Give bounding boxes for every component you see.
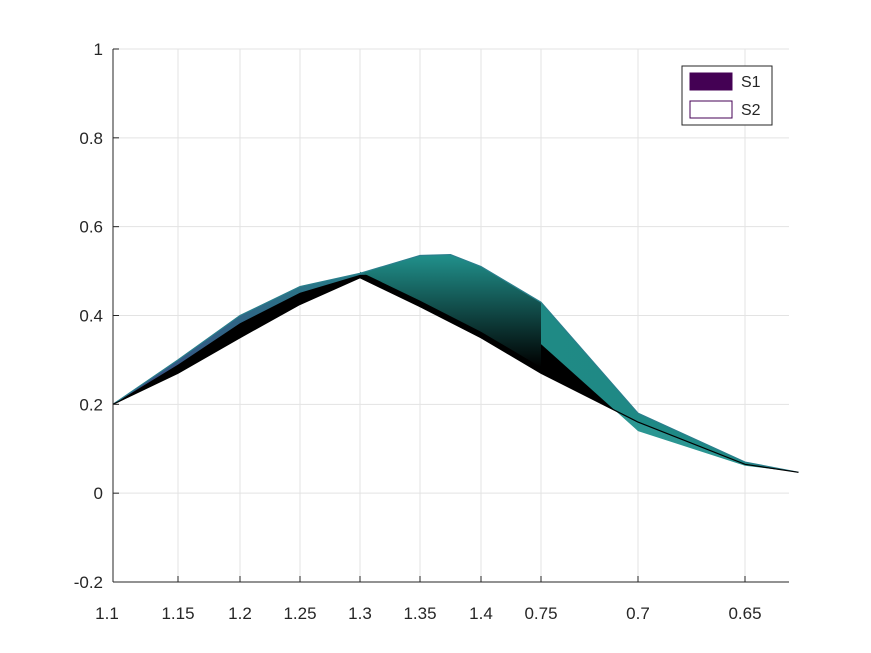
x-tick-label-7: 0.75 (524, 604, 557, 623)
y-tick-label-0: -0.2 (74, 573, 103, 592)
surface-dark-face (113, 254, 799, 473)
surface-hump-face (360, 254, 541, 368)
y-tick-label-5: 0.8 (79, 129, 103, 148)
x-tick-label-4: 1.3 (348, 604, 372, 623)
legend-label-s2: S2 (741, 102, 761, 119)
x-tick-label-1: 1.15 (161, 604, 194, 623)
x-tick-label-2: 1.2 (228, 604, 252, 623)
x-tick-label-6: 1.4 (469, 604, 493, 623)
x-tick-label-5: 1.35 (403, 604, 436, 623)
x-tick-label-0: 1.1 (95, 604, 119, 623)
plot-area: -0.2 0 0.2 0.4 0.6 0.8 1 1.1 1.15 1.2 1.25 1.3 1.35… (74, 40, 799, 623)
legend-label-s1: S1 (741, 74, 761, 91)
y-tick-label-6: 1 (94, 40, 103, 59)
y-tick-label-3: 0.4 (79, 307, 103, 326)
x-tick-label-8: 0.7 (626, 604, 650, 623)
surface-lit-face (113, 254, 799, 473)
y-tick-label-4: 0.6 (79, 218, 103, 237)
x-tick-label-3: 1.25 (283, 604, 316, 623)
y-tick-label-1: 0 (94, 484, 103, 503)
legend: S1 S2 (681, 65, 773, 126)
y-tick-label-2: 0.2 (79, 395, 103, 414)
surface-band (112, 253, 799, 473)
x-tick-label-9: 0.65 (728, 604, 761, 623)
legend-swatch-s2 (689, 100, 733, 119)
x-axis-ticks: 1.1 1.15 1.2 1.25 1.3 1.35 1.4 0.75 0.7 0.65 (95, 576, 762, 623)
series-line-s2 (112, 277, 799, 473)
series-line-s1 (112, 253, 799, 473)
legend-swatch-s1 (689, 72, 733, 91)
y-axis-ticks: -0.2 0 0.2 0.4 0.6 0.8 1 (74, 40, 119, 592)
